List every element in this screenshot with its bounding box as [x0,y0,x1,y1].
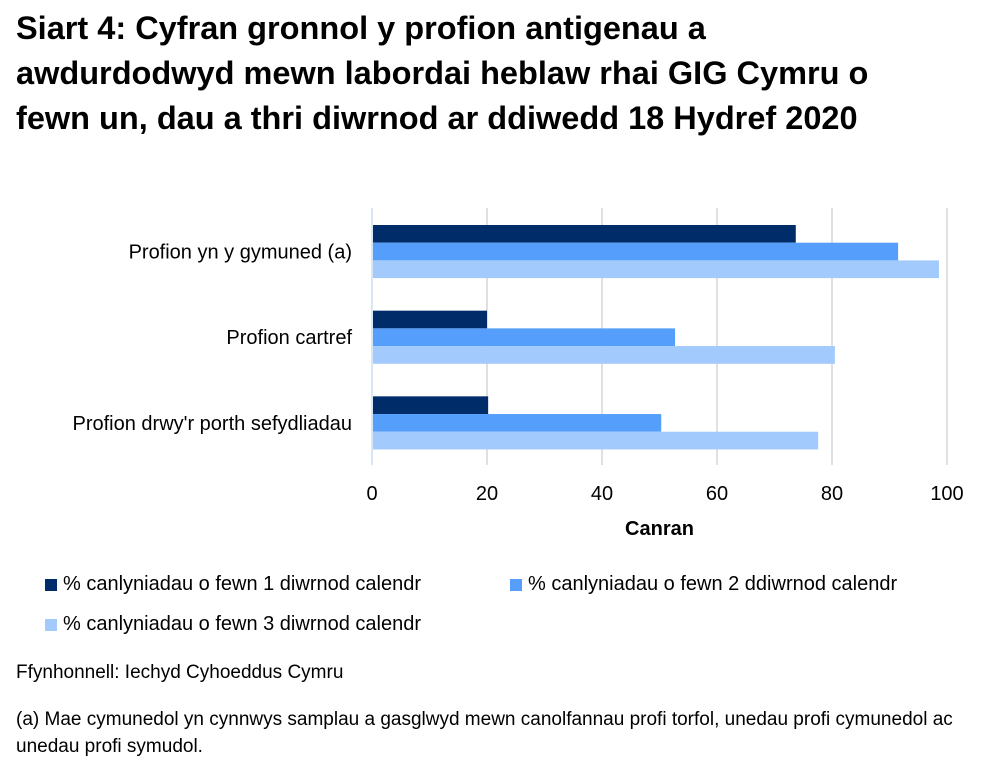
legend-item: % canlyniadau o fewn 3 diwrnod calendr [45,613,421,636]
legend-label: % canlyniadau o fewn 2 ddiwrnod calendr [528,573,898,595]
x-tick-label: 0 [366,483,377,505]
category-label: Profion drwy'r porth sefydliadau [72,413,352,435]
x-axis-label: Canran [625,518,694,540]
bar [373,414,662,432]
x-tick-label: 60 [706,483,728,505]
bar [373,346,835,364]
legend-item: % canlyniadau o fewn 1 diwrnod calendr [45,573,421,596]
legend-swatch [45,618,57,631]
legend-item: % canlyniadau o fewn 2 ddiwrnod calendr [510,573,897,596]
x-tick-label: 20 [476,483,498,505]
legend-swatch [510,578,522,591]
bar [373,242,899,261]
footnote: (a) Mae cymunedol yn cynnwys samplau a g… [16,709,953,757]
bar [373,431,819,450]
category-label: Profion yn y gymuned (a) [129,242,352,264]
bar [373,328,676,347]
legend-label: % canlyniadau o fewn 3 diwrnod calendr [63,613,421,635]
source-note: Ffynhonnell: Iechyd Cyhoeddus Cymru [16,662,344,683]
chart-title: Siart 4: Cyfran gronnol y profion antige… [16,10,869,136]
bar [373,396,489,415]
legend-label: % canlyniadau o fewn 1 diwrnod calendr [63,573,421,595]
category-label: Profion cartref [226,327,352,349]
x-tick-label: 40 [591,483,613,505]
x-tick-label: 100 [930,483,963,505]
bar [373,310,487,329]
legend-swatch [45,578,57,591]
bar [373,225,796,243]
x-tick-label: 80 [821,483,843,505]
bar [373,260,939,279]
